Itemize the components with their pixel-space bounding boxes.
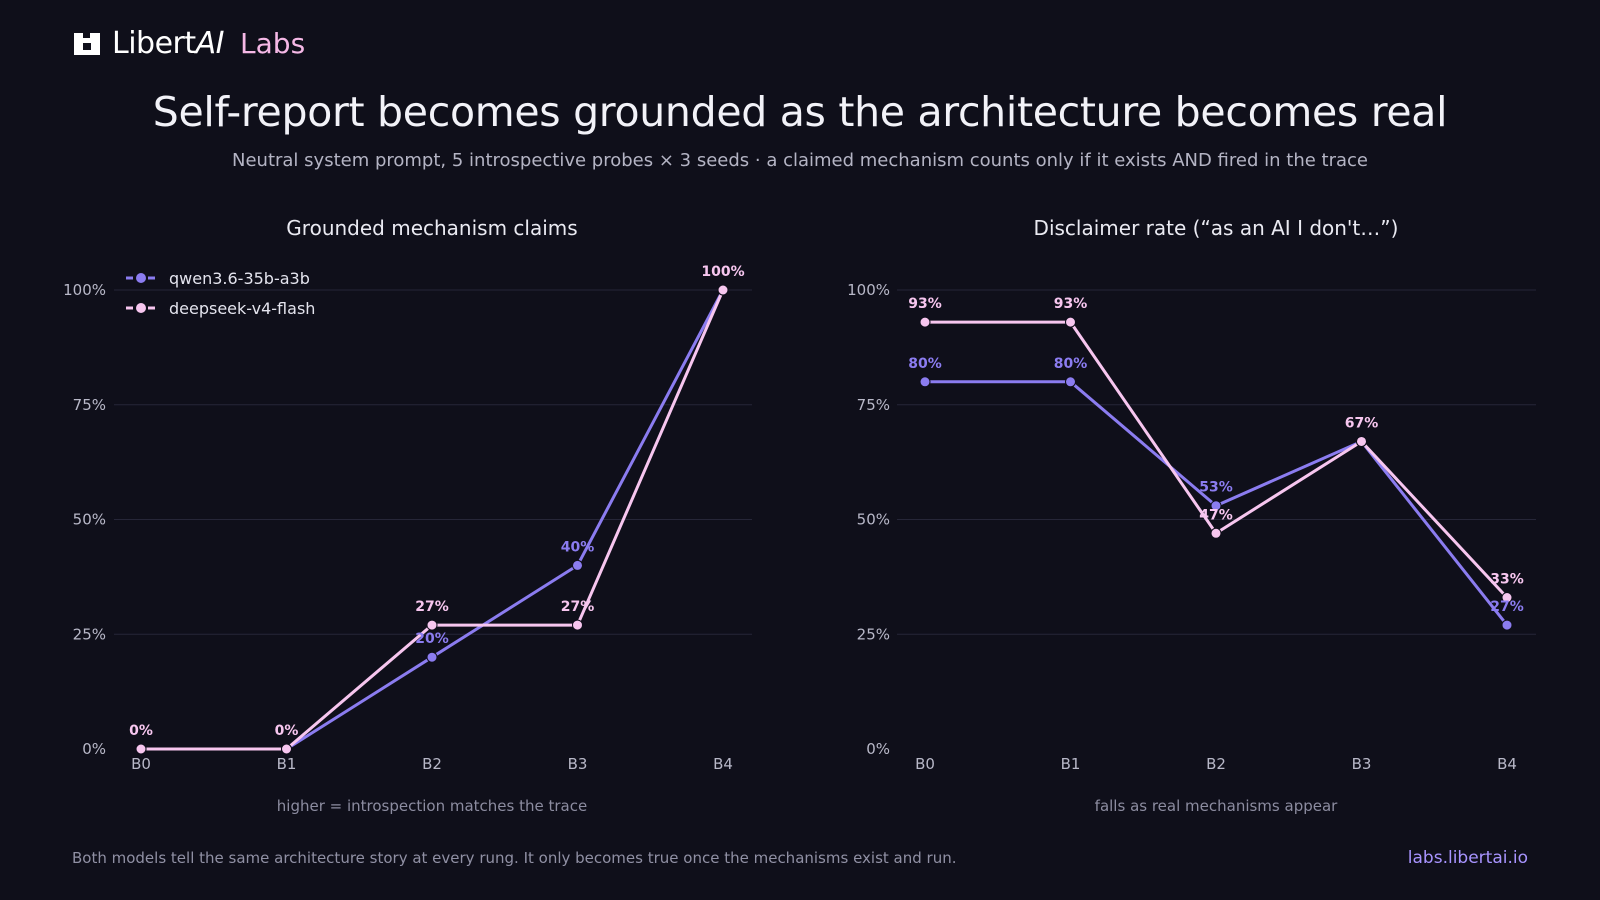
y-tick-label: 50%	[73, 511, 106, 529]
data-label: 20%	[415, 631, 449, 647]
data-label: 27%	[1490, 599, 1524, 615]
data-label: 27%	[415, 599, 449, 615]
brand-labs: Labs	[240, 27, 306, 60]
x-tick-label: B1	[1061, 755, 1081, 773]
y-tick-label: 0%	[866, 740, 890, 758]
data-label: 53%	[1199, 480, 1233, 496]
brand-logo-group: LibertAI Labs	[72, 26, 305, 61]
legend-marker	[136, 303, 146, 313]
data-point	[281, 743, 292, 755]
chart-title: Grounded mechanism claims	[286, 216, 577, 240]
data-point	[426, 651, 438, 663]
data-point	[135, 743, 147, 755]
data-label: 80%	[908, 356, 942, 372]
y-tick-label: 25%	[857, 625, 890, 643]
data-point	[919, 316, 931, 328]
data-point	[572, 619, 583, 631]
chart-disclaimer-rate: Disclaimer rate (“as an AI I don't…”) 0% 2…	[847, 216, 1536, 815]
legend-label: qwen3.6-35b-a3b	[169, 269, 310, 288]
chart-title: Disclaimer rate (“as an AI I don't…”)	[1034, 216, 1399, 240]
x-tick-label: B3	[568, 755, 588, 773]
x-tick-label: B0	[915, 755, 935, 773]
y-tick-label: 25%	[73, 625, 106, 643]
data-point	[1501, 592, 1513, 604]
x-axis-caption: falls as real mechanisms appear	[1095, 797, 1338, 815]
data-point	[1210, 527, 1222, 539]
y-tick-label: 75%	[73, 396, 106, 414]
brand-name-main: Libert	[112, 26, 196, 61]
data-label: 47%	[1199, 507, 1233, 523]
x-tick-label: B1	[277, 755, 297, 773]
data-label: 33%	[1490, 572, 1524, 588]
x-tick-label: B3	[1352, 755, 1372, 773]
data-point	[1210, 500, 1222, 512]
data-point	[426, 619, 438, 631]
y-tick-label: 75%	[857, 396, 890, 414]
data-label: 80%	[1054, 356, 1088, 372]
data-point	[1065, 376, 1076, 388]
legend-label: deepseek-v4-flash	[169, 299, 315, 318]
chart-grounded-claims: Grounded mechanism claims 0% 25% 50% 75% 100%…	[63, 216, 752, 815]
x-tick-label: B4	[1497, 755, 1517, 773]
data-label: 100%	[701, 264, 744, 280]
brand-name-italic: AI	[195, 26, 225, 61]
y-tick-label: 100%	[63, 281, 106, 299]
series-line	[925, 320, 1509, 599]
data-point	[717, 284, 729, 296]
x-tick-label: B4	[713, 755, 733, 773]
brand-name: LibertAI	[112, 26, 225, 61]
libertai-logo-icon	[74, 32, 100, 55]
x-tick-label: B2	[1206, 755, 1226, 773]
data-label: 40%	[561, 539, 595, 555]
data-label: 0%	[129, 723, 153, 739]
data-label: 27%	[561, 599, 595, 615]
data-label: 0%	[275, 723, 299, 739]
data-point	[572, 559, 583, 571]
page-title: Self-report becomes grounded as the arch…	[152, 88, 1448, 136]
x-tick-label: B2	[422, 755, 442, 773]
y-tick-label: 0%	[82, 740, 106, 758]
x-tick-label: B0	[131, 755, 151, 773]
footer-link[interactable]: labs.libertai.io	[1407, 848, 1528, 868]
data-label: 93%	[908, 296, 942, 312]
data-label: 93%	[1054, 296, 1088, 312]
legend-marker	[136, 273, 146, 283]
page-subtitle: Neutral system prompt, 5 introspective p…	[232, 150, 1368, 171]
data-label: 67%	[1345, 415, 1379, 431]
y-tick-label: 50%	[857, 511, 890, 529]
y-tick-label: 100%	[847, 281, 890, 299]
data-point	[1356, 435, 1367, 447]
x-axis-caption: higher = introspection matches the trace	[277, 797, 587, 815]
data-point	[919, 376, 931, 388]
data-point	[1501, 619, 1513, 631]
data-point	[1065, 316, 1076, 328]
footer-note: Both models tell the same architecture s…	[72, 849, 957, 867]
